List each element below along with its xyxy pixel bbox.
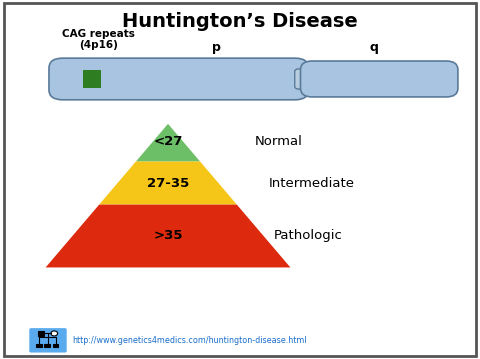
Text: Huntington’s Disease: Huntington’s Disease [122, 12, 358, 31]
Text: Pathologic: Pathologic [274, 229, 342, 242]
FancyBboxPatch shape [38, 331, 44, 336]
FancyBboxPatch shape [300, 61, 458, 97]
FancyBboxPatch shape [83, 70, 101, 88]
Text: http://www.genetics4medics.com/huntington-disease.html: http://www.genetics4medics.com/huntingto… [72, 336, 307, 345]
Polygon shape [46, 205, 290, 267]
FancyBboxPatch shape [45, 344, 50, 348]
Text: Normal: Normal [254, 135, 302, 148]
FancyBboxPatch shape [53, 344, 58, 348]
Polygon shape [136, 124, 200, 162]
FancyBboxPatch shape [4, 3, 476, 356]
Text: Intermediate: Intermediate [269, 177, 355, 190]
FancyBboxPatch shape [29, 328, 67, 353]
Text: >35: >35 [153, 229, 183, 242]
Text: q: q [370, 41, 379, 54]
FancyBboxPatch shape [49, 58, 309, 100]
Circle shape [51, 331, 58, 336]
Text: CAG repeats
(4p16): CAG repeats (4p16) [62, 29, 135, 50]
FancyBboxPatch shape [295, 69, 313, 89]
FancyBboxPatch shape [36, 344, 42, 348]
Polygon shape [99, 162, 237, 205]
Text: p: p [212, 41, 220, 54]
Text: <27: <27 [153, 135, 183, 148]
Text: 27-35: 27-35 [147, 177, 189, 190]
